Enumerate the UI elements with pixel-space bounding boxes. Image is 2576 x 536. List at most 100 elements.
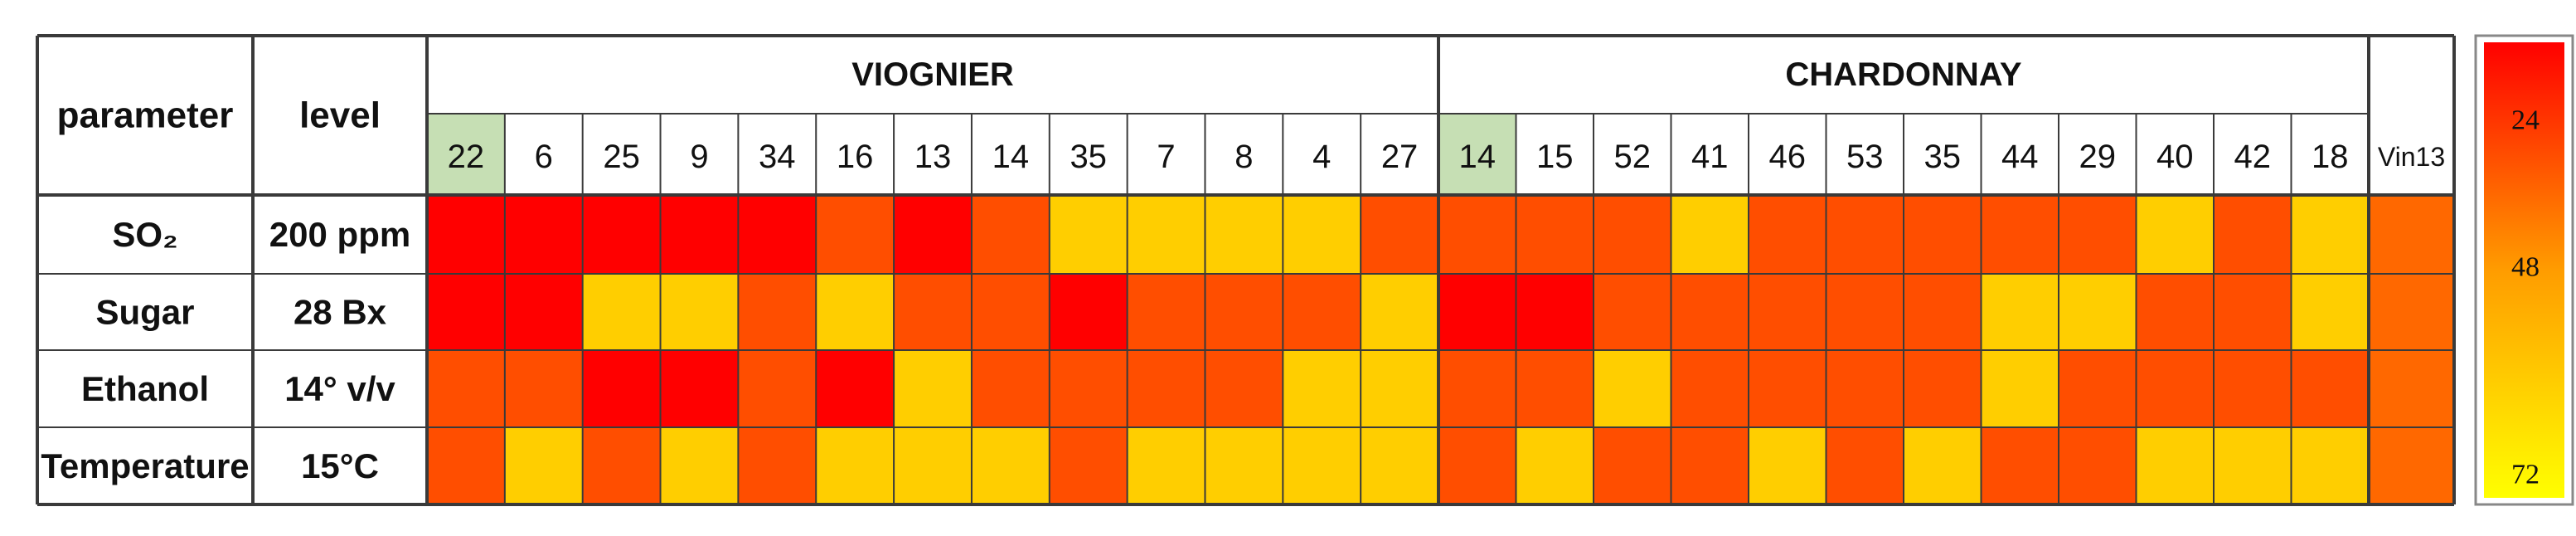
row-level-label: 200 ppm [269,215,410,254]
heatmap-cell [660,195,739,274]
heatmap-cell [1981,195,2059,274]
heatmap-cell [1205,427,1283,504]
heatmap-cell [1361,195,1438,274]
row-parameter-label: SO₂ [112,215,177,254]
heatmap-cell [816,427,895,504]
heatmap-cell [1904,427,1982,504]
heatmap-cell [1283,350,1361,427]
heatmap-cell [2059,195,2137,274]
row-level-label: 14° v/v [284,369,395,408]
heatmap-cell [2214,274,2292,350]
heatmap-cell [738,274,817,350]
heatmap-cell [1594,195,1671,274]
sample-label: 42 [2234,139,2272,175]
heatmap-cell [738,350,817,427]
heatmap-cell [894,274,972,350]
heatmap-cell [2369,274,2454,350]
heatmap-cell [1283,274,1361,350]
heatmap-cell [1749,274,1826,350]
heatmap-cell [1438,427,1516,504]
heatmap-cell [2136,195,2214,274]
heatmap-cell [1438,350,1516,427]
heatmap-cell [1361,274,1438,350]
heatmap-cell [2059,350,2137,427]
heatmap-cell [2369,427,2454,504]
heatmap-cell [971,195,1050,274]
heatmap-cell [1438,274,1516,350]
heatmap-cell [1361,350,1438,427]
heatmap-labels: parameter level VIOGNIER CHARDONNAY 22 6 25 9 34… [41,56,2445,485]
sample-label: 35 [1070,139,1107,175]
heatmap-cell [1127,195,1206,274]
heatmap-cell [816,195,895,274]
heatmap-cell [1205,350,1283,427]
heatmap-cell [2291,195,2369,274]
heatmap-cell [1749,195,1826,274]
sample-highlight-cell [427,114,505,195]
heatmap-cell [582,350,661,427]
heatmap-cell [894,195,972,274]
heatmap-cell [1049,274,1128,350]
heatmap-cell [1205,274,1283,350]
heatmap-cell [1826,274,1904,350]
group-label-chardonnay: CHARDONNAY [1785,56,2022,93]
sample-label: 8 [1235,139,1253,175]
heatmap-cell [2291,427,2369,504]
heatmap-cell [504,350,583,427]
sample-label: 53 [1846,139,1884,175]
heatmap-cell [1594,350,1671,427]
sample-label: 35 [1924,139,1962,175]
heatmap-cell [1127,274,1206,350]
heatmap-cell [1826,427,1904,504]
heatmap-cell [660,274,739,350]
heatmap-cell [1361,427,1438,504]
heatmap-cell [894,427,972,504]
heatmap-cell [2214,195,2292,274]
sample-label: 34 [759,139,796,175]
heatmap-cell [1516,427,1594,504]
heatmap-cell [582,427,661,504]
sample-label: 14 [1459,139,1497,175]
sample-label: 15 [1536,139,1574,175]
group-label-viognier: VIOGNIER [851,56,1014,93]
heatmap-cell [2291,350,2369,427]
heatmap-cell [816,274,895,350]
heatmap-cell [1127,427,1206,504]
heatmap-cell [2369,195,2454,274]
heatmap-cell [1671,427,1749,504]
heatmap-cell [1826,350,1904,427]
parameter-header: parameter [57,95,234,136]
heatmap-cell [2214,350,2292,427]
heatmap-cell [1205,195,1283,274]
heatmap-cell [738,427,817,504]
heatmap-cell [1594,427,1671,504]
color-scale-tick: 48 [2511,252,2540,283]
heatmap-cell [1749,350,1826,427]
sample-label: 52 [1614,139,1652,175]
heatmap-cell [1127,350,1206,427]
level-header: level [299,95,381,136]
heatmap-cells [427,114,2454,504]
extra-column-label: Vin13 [2378,142,2445,172]
sample-label: 44 [2001,139,2039,175]
heatmap-cell [504,274,583,350]
sample-label: 14 [992,139,1030,175]
sample-highlight-cell [1438,114,1516,195]
heatmap-cell [427,427,505,504]
row-parameter-label: Ethanol [81,369,209,408]
heatmap-cell [660,427,739,504]
heatmap-cell [427,350,505,427]
heatmap-cell [1981,350,2059,427]
heatmap-cell [2136,350,2214,427]
sample-label: 18 [2312,139,2349,175]
row-level-label: 28 Bx [293,293,387,332]
heatmap-cell [427,195,505,274]
heatmap-cell [971,274,1050,350]
heatmap-cell [1671,274,1749,350]
sample-label: 29 [2079,139,2117,175]
sample-label: 25 [603,139,640,175]
heatmap-cell [1516,195,1594,274]
heatmap-cell [504,195,583,274]
heatmap-cell [1826,195,1904,274]
heatmap-cell [2059,427,2137,504]
